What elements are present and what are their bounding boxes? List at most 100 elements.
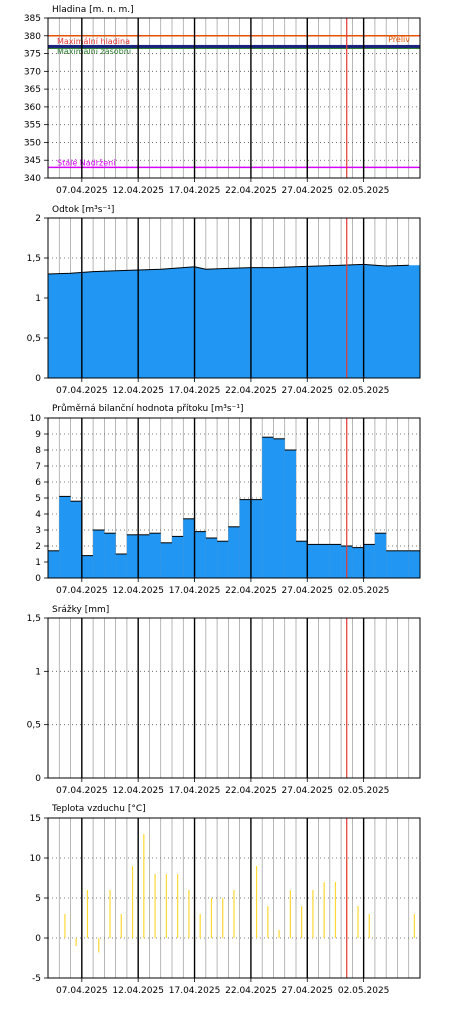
inflow-bar — [228, 526, 240, 578]
inflow-bar — [205, 538, 218, 578]
x-tick-label: 27.04.2025 — [282, 586, 334, 596]
outflow-line — [47, 263, 409, 275]
water-level-line — [48, 44, 420, 48]
y-tick-label: 0 — [35, 934, 41, 944]
inflow-bar — [307, 544, 319, 578]
inflow-bar — [374, 533, 387, 578]
y-tick-label: 4 — [35, 510, 41, 520]
inflow-bar — [81, 555, 94, 578]
y-tick-label: 370 — [24, 67, 41, 77]
x-tick-label: 12.04.2025 — [112, 386, 164, 396]
y-tick-label: 365 — [24, 85, 41, 95]
x-tick-label: 22.04.2025 — [225, 386, 277, 396]
y-tick-label: 360 — [24, 103, 41, 113]
y-tick-label: 0,5 — [27, 334, 41, 344]
y-tick-label: 1,5 — [27, 614, 41, 624]
y-tick-label: 15 — [30, 814, 41, 824]
level-label: Maximální hladina — [57, 37, 130, 46]
y-tick-label: 2 — [35, 542, 41, 552]
x-tick-label: 12.04.2025 — [112, 786, 164, 796]
plot-area — [48, 618, 420, 778]
inflow-bar — [48, 550, 60, 578]
x-tick-label: 07.04.2025 — [56, 186, 108, 196]
y-tick-label: 1 — [35, 558, 41, 568]
inflow-bar — [284, 450, 296, 578]
x-tick-label: 22.04.2025 — [225, 186, 277, 196]
x-tick-label: 07.04.2025 — [56, 386, 108, 396]
inflow-bar — [104, 533, 116, 578]
y-tick-label: 355 — [24, 121, 41, 131]
x-tick-label: 12.04.2025 — [112, 186, 164, 196]
y-tick-label: 0 — [35, 774, 41, 784]
y-tick-label: 5 — [35, 494, 41, 504]
y-tick-label: 380 — [24, 32, 41, 42]
chart-title: Odtok [m³s⁻¹] — [52, 205, 114, 215]
x-tick-label: 07.04.2025 — [56, 786, 108, 796]
inflow-bar — [115, 554, 127, 578]
y-tick-label: 345 — [24, 156, 41, 166]
inflow-bar — [172, 536, 184, 578]
y-tick-label: 1 — [35, 294, 41, 304]
y-tick-label: 0,5 — [27, 721, 41, 731]
inflow-bar — [363, 544, 375, 578]
x-tick-label: 22.04.2025 — [225, 786, 277, 796]
chart-title: Teplota vzduchu [°C] — [51, 804, 146, 814]
y-tick-label: 5 — [35, 894, 41, 904]
y-tick-label: 3 — [35, 526, 41, 536]
plot-area — [48, 18, 420, 178]
level-label: Maximální zásobní — [57, 47, 132, 56]
y-tick-label: 7 — [35, 462, 41, 472]
inflow-bar — [408, 550, 420, 578]
x-tick-label: 12.04.2025 — [112, 586, 164, 596]
plot-frame — [47, 217, 421, 379]
x-tick-label: 17.04.2025 — [169, 786, 221, 796]
inflow-bar — [250, 499, 263, 578]
inflow-bar — [352, 547, 364, 578]
y-tick-label: 375 — [24, 50, 41, 60]
inflow-bar — [296, 541, 308, 578]
inflow-bar — [183, 518, 195, 578]
plot-frame — [47, 817, 421, 979]
plot-frame — [47, 417, 421, 579]
y-tick-label: -5 — [32, 974, 41, 984]
x-tick-label: 02.05.2025 — [338, 586, 390, 596]
y-tick-label: 350 — [24, 138, 41, 148]
inflow-bar — [318, 544, 330, 578]
inflow-bar — [273, 438, 285, 578]
inflow-bar — [239, 499, 251, 578]
chart-title: Srážky [mm] — [52, 605, 109, 615]
y-tick-label: 8 — [35, 446, 41, 456]
y-tick-label: 10 — [30, 414, 42, 424]
x-tick-label: 27.04.2025 — [282, 786, 334, 796]
inflow-bar — [262, 437, 274, 578]
plot-frame — [47, 617, 421, 779]
chart-title: Průměrná bilanční hodnota přítoku [m³s⁻¹… — [52, 403, 243, 414]
x-tick-label: 27.04.2025 — [282, 386, 334, 396]
level-label: Přeliv — [388, 35, 410, 44]
x-tick-label: 17.04.2025 — [169, 586, 221, 596]
x-tick-label: 02.05.2025 — [338, 386, 390, 396]
y-tick-label: 0 — [35, 374, 41, 384]
x-tick-label: 02.05.2025 — [338, 786, 390, 796]
x-tick-label: 17.04.2025 — [169, 186, 221, 196]
inflow-bar — [149, 533, 161, 578]
y-tick-label: 9 — [35, 430, 41, 440]
x-tick-label: 02.05.2025 — [338, 986, 390, 996]
y-tick-label: 385 — [24, 14, 41, 24]
y-tick-label: 340 — [24, 174, 41, 184]
y-tick-label: 2 — [35, 214, 41, 224]
inflow-bar — [217, 541, 229, 578]
x-tick-label: 27.04.2025 — [282, 986, 334, 996]
inflow-bar — [194, 531, 206, 578]
y-tick-label: 1 — [35, 667, 41, 677]
x-tick-label: 17.04.2025 — [169, 986, 221, 996]
x-tick-label: 17.04.2025 — [169, 386, 221, 396]
y-tick-label: 6 — [35, 478, 41, 488]
inflow-bar — [70, 501, 82, 578]
chart-title: Hladina [m. n. m.] — [52, 5, 134, 15]
inflow-bar — [386, 550, 398, 578]
inflow-bar — [138, 534, 150, 578]
outflow-area — [48, 264, 420, 378]
inflow-bar — [397, 550, 409, 578]
